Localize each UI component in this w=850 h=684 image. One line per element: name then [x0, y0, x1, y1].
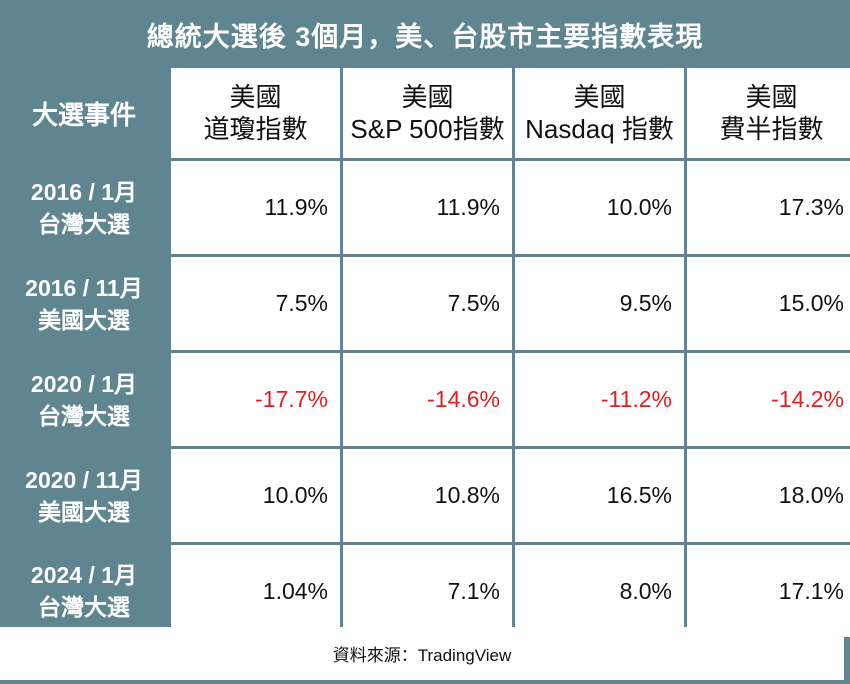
column-header-line1: 美國: [401, 82, 454, 112]
table-cell: 16.5%: [515, 449, 684, 542]
column-header: 美國 Nasdaq 指數: [515, 68, 684, 158]
table-cell: -11.2%: [515, 353, 684, 446]
table-cell: 15.0%: [687, 257, 850, 350]
column-header-line2: 道瓊指數: [203, 114, 308, 144]
column-header-line1: 美國: [573, 82, 626, 112]
row-header-line1: 2016 / 11月: [25, 274, 143, 301]
table-cell: 10.0%: [171, 449, 340, 542]
table-cell: 10.0%: [515, 161, 684, 254]
row-header: 2020 / 11月 美國大選: [0, 449, 168, 542]
table-cell: 10.8%: [343, 449, 512, 542]
column-header: 美國 費半指數: [687, 68, 850, 158]
table-cell: -14.6%: [343, 353, 512, 446]
column-header: 美國 S&P 500指數: [343, 68, 512, 158]
row-header-line2: 台灣大選: [38, 402, 130, 429]
row-header-line2: 美國大選: [38, 306, 130, 333]
column-header-line2: 費半指數: [719, 114, 824, 144]
row-header-line2: 台灣大選: [38, 210, 130, 237]
row-header-line2: 美國大選: [38, 498, 130, 525]
column-header-line2: Nasdaq 指數: [525, 114, 674, 144]
row-header-line1: 2020 / 1月: [30, 370, 138, 397]
table-cell: 18.0%: [687, 449, 850, 542]
row-header-line2: 台灣大選: [38, 594, 130, 620]
column-header-line2: S&P 500指數: [350, 114, 505, 144]
table-title: 總統大選後 3個月，美、台股市主要指數表現: [146, 21, 704, 52]
table-cell: 7.5%: [343, 257, 512, 350]
data-table: 大選事件 美國 道瓊指數 美國 S&P 500指數 美國 Nasdaq 指數 美國 費半指數 2…: [0, 68, 850, 637]
table-cell: 11.9%: [343, 161, 512, 254]
column-header-line1: 美國: [229, 82, 282, 112]
row-header: 2016 / 11月 美國大選: [0, 257, 168, 350]
table-cell: 17.3%: [687, 161, 850, 254]
row-header: 2020 / 1月 台灣大選: [0, 353, 168, 446]
column-header-line1: 美國: [745, 82, 798, 112]
table-cell: 17.1%: [687, 545, 850, 637]
table-cell: -17.7%: [171, 353, 340, 446]
source-note: 資料來源：TradingView: [0, 627, 844, 680]
row-header: 2016 / 1月 台灣大選: [0, 161, 168, 254]
table-cell: -14.2%: [687, 353, 850, 446]
table-cell: 7.1%: [343, 545, 512, 637]
table-cell: 9.5%: [515, 257, 684, 350]
table-cell: 8.0%: [515, 545, 684, 637]
corner-header: 大選事件: [0, 68, 168, 158]
row-header-line1: 2020 / 11月: [25, 466, 143, 493]
row-header: 2024 / 1月 台灣大選: [0, 545, 168, 637]
table-cell: 7.5%: [171, 257, 340, 350]
row-header-line1: 2024 / 1月: [30, 562, 138, 588]
table-cell: 1.04%: [171, 545, 340, 637]
table-cell: 11.9%: [171, 161, 340, 254]
column-header: 美國 道瓊指數: [171, 68, 340, 158]
row-header-line1: 2016 / 1月: [30, 178, 138, 205]
